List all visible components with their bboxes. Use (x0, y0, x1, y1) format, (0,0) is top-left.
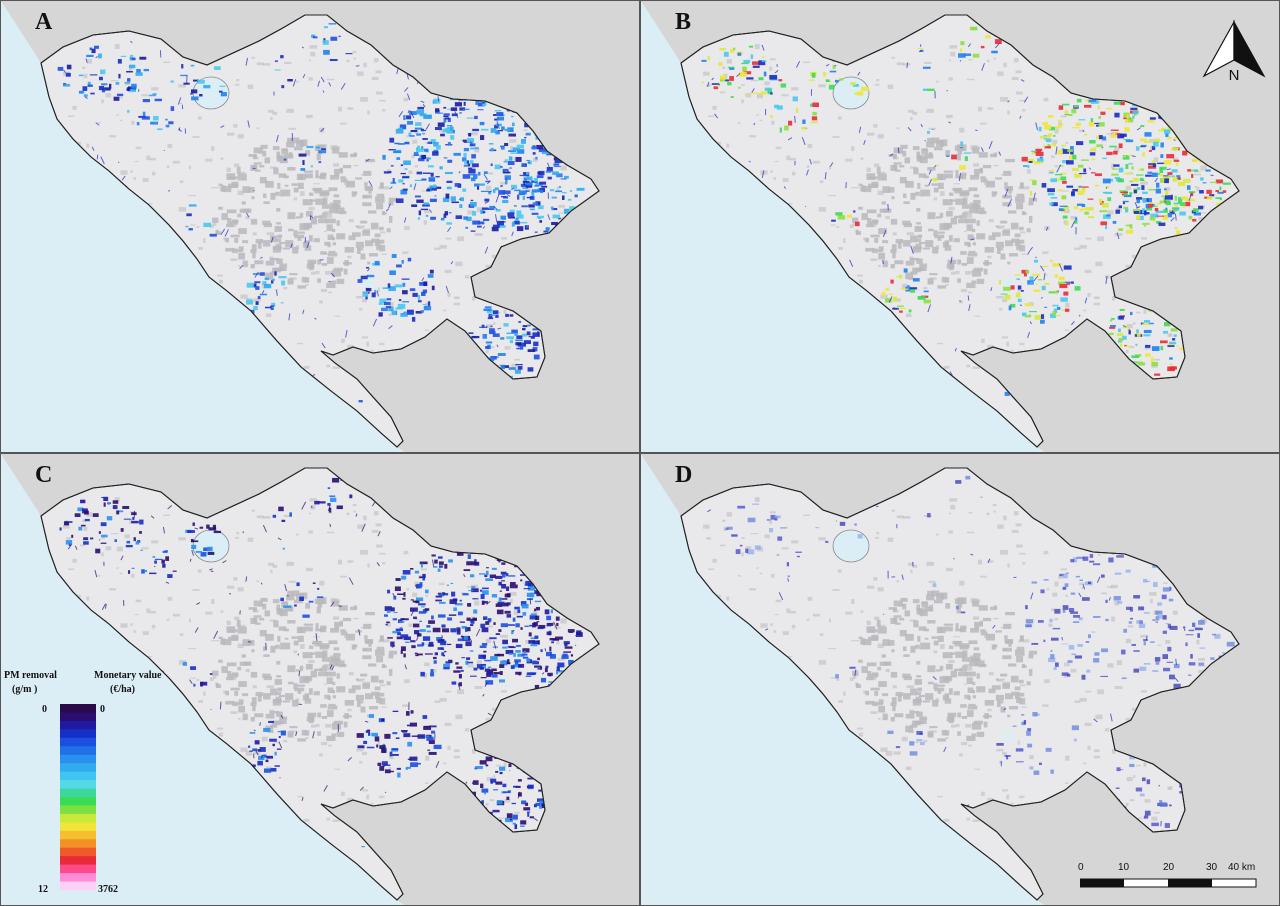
map-c-svg (1, 454, 600, 905)
ramp-step (60, 729, 96, 739)
legend-color-ramp (60, 704, 96, 890)
panel-label-a: A (35, 9, 53, 35)
ramp-step (60, 797, 96, 806)
map-a-svg (1, 1, 600, 452)
map-panel-a: A (0, 0, 640, 453)
ramp-step (60, 780, 96, 790)
legend-left-min: 0 (42, 704, 47, 715)
sea-area (641, 454, 1045, 905)
legend: PM removal (g/m ) Monetary value (€/ha) … (0, 660, 180, 900)
legend-left-unit: (g/m ) (12, 684, 38, 695)
panel-label-c: C (35, 462, 53, 488)
map-layers (701, 26, 1232, 396)
scale-bar: 0 10 20 30 40 km (1078, 862, 1258, 892)
legend-right-title: Monetary value (94, 670, 162, 681)
ramp-step (60, 881, 96, 890)
region-border (40, 467, 600, 901)
map-panel-b: B (640, 0, 1280, 453)
ramp-step (60, 830, 96, 840)
scale-tick-4: 40 km (1228, 862, 1256, 873)
panel-label-b: B (675, 9, 692, 35)
scale-tick-1: 10 (1118, 862, 1130, 873)
ramp-step (60, 720, 96, 730)
legend-right-min: 0 (100, 704, 105, 715)
scale-tick-0: 0 (1078, 862, 1084, 873)
ramp-step (60, 856, 96, 866)
map-b-svg (641, 1, 1240, 452)
ramp-step (60, 847, 96, 857)
ramp-step (60, 771, 96, 781)
map-panel-d: D (640, 453, 1280, 906)
region-border (40, 14, 600, 448)
lake (192, 529, 230, 563)
forest-patches (57, 23, 592, 403)
region-border (680, 14, 1240, 448)
legend-left-title: PM removal (4, 670, 57, 681)
legend-right-max: 3762 (98, 884, 118, 895)
scale-bar-graphic (1080, 878, 1257, 888)
ramp-step (60, 746, 96, 756)
map-d-svg (641, 454, 1240, 905)
legend-right-unit: (€/ha) (110, 684, 135, 695)
ramp-step (60, 805, 96, 815)
ramp-step (60, 763, 96, 773)
ramp-step (60, 813, 96, 823)
ramp-step (60, 873, 96, 883)
lake (1003, 731, 1015, 741)
scale-tick-2: 20 (1163, 862, 1175, 873)
ramp-step (60, 754, 96, 764)
panel-label-d: D (675, 462, 693, 488)
map-panel-c: C (0, 453, 640, 906)
sea-area (1, 1, 405, 452)
ramp-step (60, 712, 96, 722)
ramp-step (60, 822, 96, 832)
sea-area (641, 1, 1045, 452)
ramp-step (60, 737, 96, 747)
region-border (680, 467, 1240, 901)
ramp-step (60, 839, 96, 849)
lake (363, 278, 375, 288)
ramp-step (60, 704, 96, 713)
scale-tick-3: 30 (1206, 862, 1218, 873)
forest-patches (59, 477, 597, 848)
ramp-step (60, 864, 96, 874)
forest-patches (701, 26, 1232, 396)
legend-left-max: 12 (38, 884, 48, 895)
north-arrow-letter: N (1229, 67, 1240, 84)
ramp-step (60, 788, 96, 798)
lake (832, 529, 870, 563)
sea-area (1, 454, 405, 905)
lake (832, 76, 870, 110)
north-arrow-icon: N (1198, 18, 1270, 84)
